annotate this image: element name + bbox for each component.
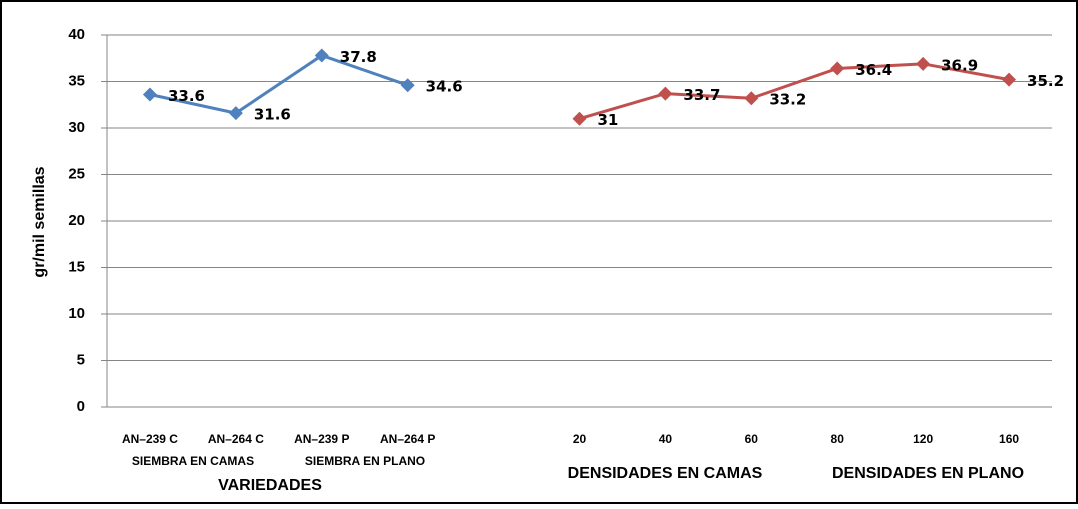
group-label: DENSIDADES EN PLANO	[832, 465, 1024, 482]
marker	[1002, 72, 1017, 87]
marker	[142, 87, 157, 102]
value-label: 31.6	[254, 106, 291, 124]
value-label: 31	[598, 111, 619, 129]
y-tick-label: 35	[68, 72, 85, 89]
y-tick-label: 30	[68, 119, 85, 136]
series-line	[579, 62, 1010, 121]
value-label: 33.7	[683, 86, 720, 104]
y-tick-label: 15	[68, 258, 85, 275]
x-tick-label: AN–239 C	[122, 432, 178, 446]
value-label: 33.6	[168, 87, 205, 105]
y-tick-label: 0	[77, 398, 85, 415]
x-tick-label: AN–264 P	[380, 432, 435, 446]
y-tick-label: 25	[68, 165, 85, 182]
value-label: 34.6	[426, 78, 463, 96]
x-tick-label: 120	[913, 432, 933, 446]
y-tick-label: 10	[68, 305, 85, 322]
value-label: 37.8	[340, 48, 377, 66]
marker	[658, 86, 673, 101]
x-tick-label: 20	[573, 432, 587, 446]
marker	[830, 61, 845, 76]
value-label: 36.9	[941, 56, 978, 74]
marker	[916, 56, 931, 71]
value-label: 33.2	[769, 91, 806, 109]
value-label: 35.2	[1027, 72, 1064, 90]
y-tick-label: 40	[68, 26, 85, 43]
marker	[744, 91, 759, 106]
group-label: SIEMBRA EN PLANO	[305, 454, 425, 468]
x-tick-label: 160	[999, 432, 1019, 446]
x-tick-label: AN–264 C	[208, 432, 264, 446]
y-axis-label: gr/mil semillas	[31, 166, 48, 277]
y-tick-label: 20	[68, 212, 85, 229]
group-label: DENSIDADES EN CAMAS	[568, 465, 763, 482]
x-tick-label: 60	[745, 432, 759, 446]
group-label: VARIEDADES	[218, 477, 322, 494]
series-line	[149, 53, 409, 115]
value-label: 36.4	[855, 61, 892, 79]
marker	[572, 111, 587, 126]
x-tick-label: 40	[659, 432, 673, 446]
x-tick-label: AN–239 P	[294, 432, 349, 446]
marker	[228, 106, 243, 121]
marker	[314, 48, 329, 63]
x-tick-label: 80	[831, 432, 845, 446]
y-tick-label: 5	[77, 351, 85, 368]
group-label: SIEMBRA EN CAMAS	[132, 454, 254, 468]
marker	[400, 78, 415, 93]
